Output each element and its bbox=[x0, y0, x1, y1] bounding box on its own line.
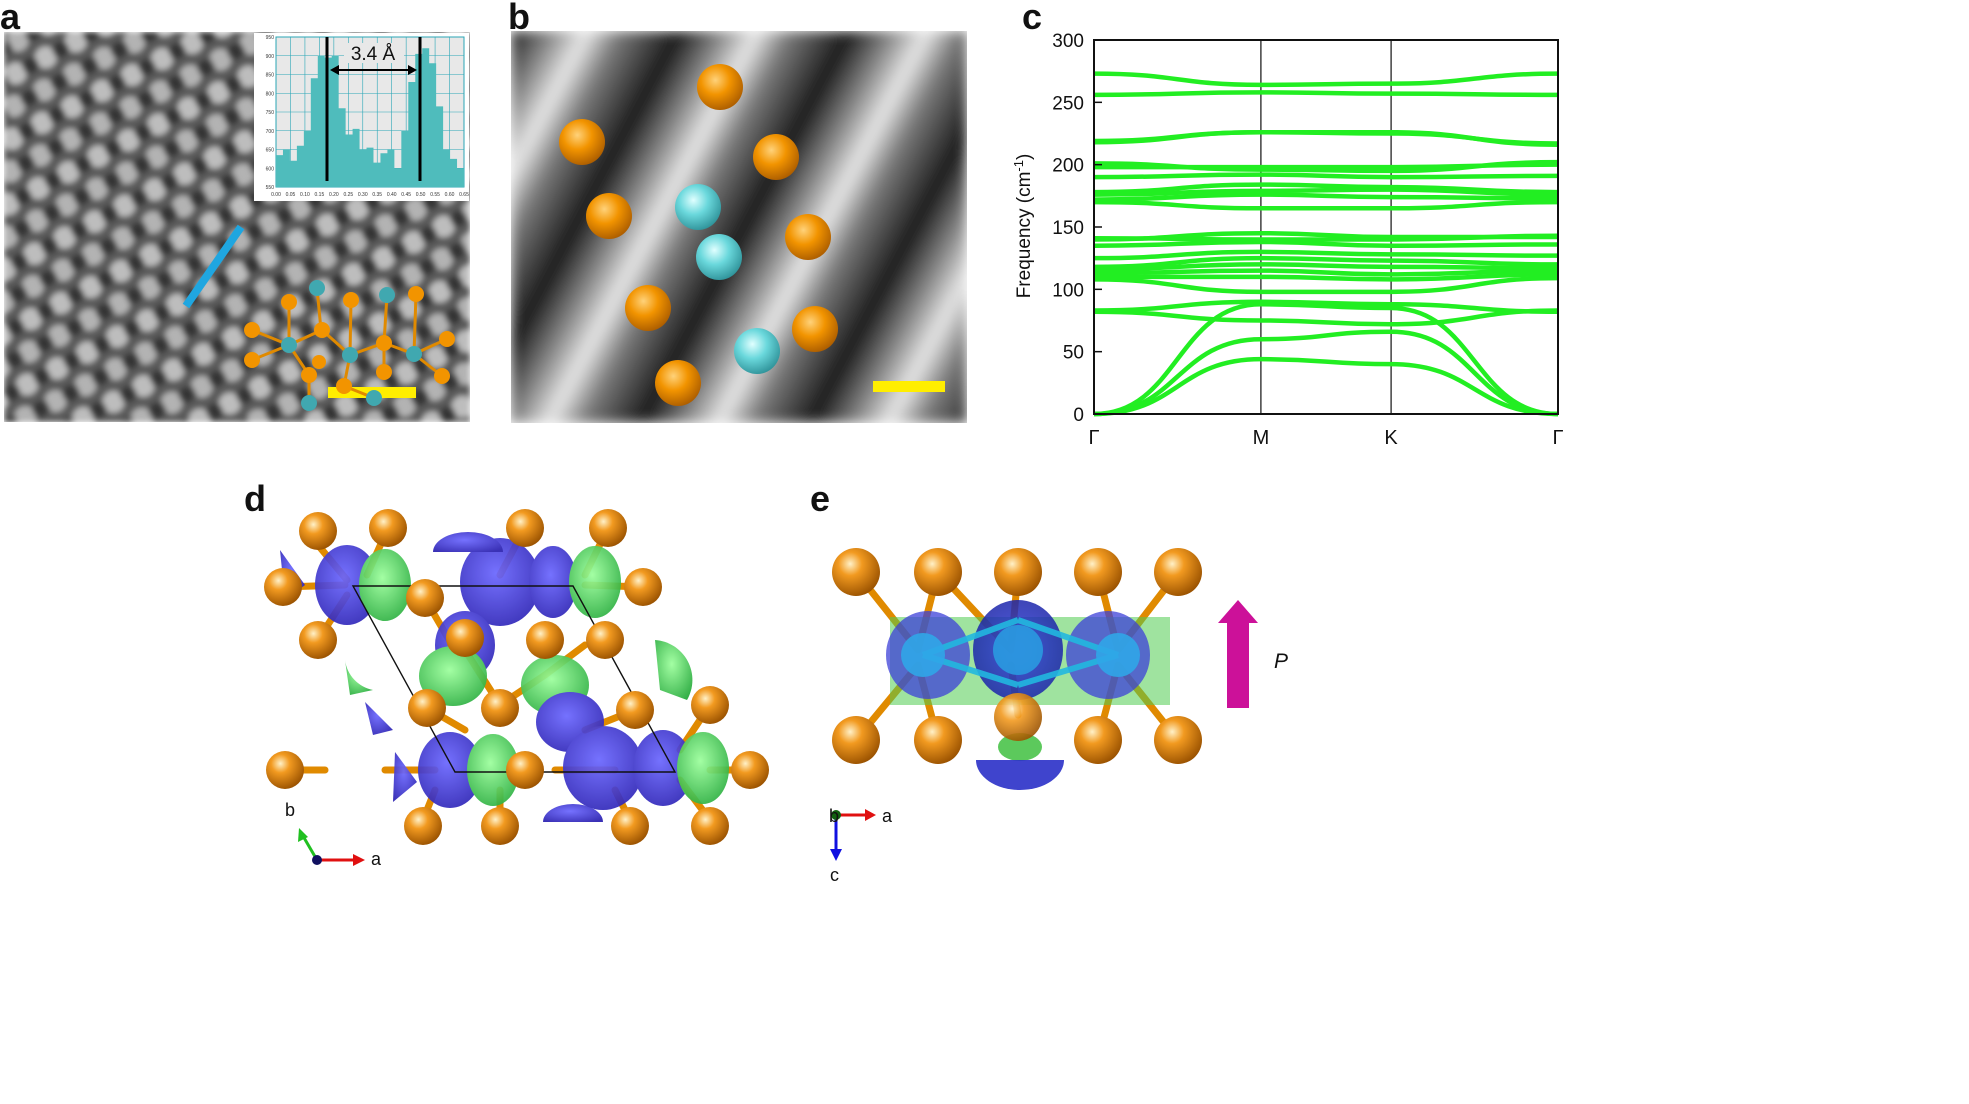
inset-x-tick: 0.15 bbox=[315, 192, 325, 198]
y-tick-label: 0 bbox=[1073, 405, 1084, 426]
inset-x-tick: 0.05 bbox=[286, 192, 296, 198]
structure-atoms bbox=[244, 280, 455, 411]
axis-triad-d: a b bbox=[285, 800, 382, 869]
y-tick-label: 100 bbox=[1052, 280, 1084, 301]
x-tick-label: K bbox=[1384, 427, 1398, 449]
panel-a-inset-profile: 0.00 0.05 0.10 0.15 0.20 0.25 0.30 0.35 0.40 0.45… bbox=[254, 33, 469, 201]
axis-label-b: b bbox=[285, 800, 295, 820]
phonon-branch bbox=[1093, 130, 1559, 146]
inset-x-tick: 0.65 bbox=[459, 192, 469, 198]
axis-label-a: a bbox=[371, 849, 382, 869]
panel-d-lobes bbox=[280, 532, 729, 822]
phonon-branch bbox=[1093, 299, 1559, 315]
inset-x-tick: 0.25 bbox=[343, 192, 353, 198]
phonon-branch bbox=[1093, 172, 1559, 180]
panel-label-e: e bbox=[810, 478, 831, 519]
inset-annotation: 3.4 Å bbox=[351, 44, 396, 65]
phonon-branch bbox=[1093, 255, 1559, 270]
axis-label-b-e: b bbox=[829, 806, 839, 826]
phonon-branch bbox=[1093, 329, 1559, 417]
phonon-branch bbox=[1093, 356, 1559, 417]
panel-label-a: a bbox=[0, 0, 21, 37]
inset-y-tick: 700 bbox=[266, 129, 275, 135]
polarization-arrow bbox=[1218, 600, 1258, 708]
phonon-dispersion-chart: 0 50 100 150 200 250 300 Γ M K Γ Frequency (cm-1) bbox=[1011, 31, 1564, 449]
y-axis-label: Frequency (cm-1) bbox=[1011, 154, 1036, 299]
phonon-branch bbox=[1093, 249, 1559, 261]
y-tick-label: 250 bbox=[1052, 93, 1084, 114]
phonon-branch bbox=[1093, 187, 1559, 197]
panel-b-atoms bbox=[559, 64, 838, 406]
inset-y-tick: 850 bbox=[266, 73, 275, 79]
y-tick-label: 300 bbox=[1052, 31, 1084, 52]
y-tick-label: 150 bbox=[1052, 218, 1084, 239]
inset-ticks: 0.00 0.05 0.10 0.15 0.20 0.25 0.30 0.35 0.40 0.45… bbox=[266, 35, 469, 198]
phonon-branch bbox=[1094, 272, 1559, 282]
blue-lobe-bottom bbox=[976, 760, 1064, 790]
axis-label-a-e: a bbox=[882, 806, 893, 826]
polarization-label: P bbox=[1274, 650, 1288, 673]
phonon-branch bbox=[1093, 159, 1559, 174]
inset-x-tick: 0.10 bbox=[300, 192, 310, 198]
inset-x-tick: 0.35 bbox=[372, 192, 382, 198]
x-tick-label: M bbox=[1253, 427, 1270, 449]
y-tick-label: 200 bbox=[1052, 156, 1084, 177]
inset-y-tick: 750 bbox=[266, 110, 275, 116]
inset-x-tick: 0.30 bbox=[358, 192, 368, 198]
phonon-branch bbox=[1093, 233, 1559, 242]
panel-d-charge-density: a b bbox=[264, 509, 769, 869]
inset-x-tick: 0.40 bbox=[387, 192, 397, 198]
inset-x-tick: 0.60 bbox=[445, 192, 455, 198]
phonon-branch bbox=[1093, 262, 1559, 272]
inset-y-tick: 800 bbox=[266, 91, 275, 97]
panel-d-atoms bbox=[264, 509, 769, 845]
x-tick-label: Γ bbox=[1088, 427, 1099, 449]
phonon-branch bbox=[1093, 90, 1559, 98]
phonon-branch bbox=[1093, 302, 1559, 417]
panel-label-b: b bbox=[508, 0, 530, 37]
axis-triad-e: a b c bbox=[829, 806, 893, 885]
inset-y-tick: 900 bbox=[266, 54, 275, 60]
panel-e-charge-density: P a b c bbox=[829, 548, 1288, 885]
inset-profile-fill bbox=[276, 48, 464, 187]
inset-y-tick: 550 bbox=[266, 185, 275, 191]
inset-y-tick: 650 bbox=[266, 148, 275, 154]
panel-e-atoms bbox=[832, 548, 1202, 764]
axis-label-c-e: c bbox=[830, 865, 839, 885]
panel-b-stem-image bbox=[511, 31, 967, 423]
inset-x-tick: 0.45 bbox=[401, 192, 411, 198]
inset-x-tick: 0.55 bbox=[430, 192, 440, 198]
phonon-branch bbox=[1093, 192, 1559, 202]
y-tick-label: 50 bbox=[1063, 343, 1084, 364]
phonon-branch bbox=[1093, 199, 1559, 211]
phonon-branch bbox=[1093, 308, 1559, 327]
panel-label-c: c bbox=[1022, 0, 1043, 37]
phonon-branch bbox=[1093, 182, 1559, 195]
scale-bar-b bbox=[873, 381, 945, 392]
x-tick-label: Γ bbox=[1552, 427, 1563, 449]
profile-line bbox=[182, 224, 245, 309]
inset-x-tick: 0.20 bbox=[329, 192, 339, 198]
phonon-branch bbox=[1093, 268, 1559, 277]
panel-label-d: d bbox=[244, 478, 266, 519]
phonon-branch bbox=[1093, 275, 1559, 295]
phonon-branch bbox=[1093, 71, 1559, 88]
inset-y-tick: 950 bbox=[266, 35, 275, 41]
inset-x-tick: 0.00 bbox=[271, 192, 281, 198]
inset-x-tick: 0.50 bbox=[416, 192, 426, 198]
inset-y-tick: 600 bbox=[266, 166, 275, 172]
phonon-branch bbox=[1093, 239, 1559, 248]
